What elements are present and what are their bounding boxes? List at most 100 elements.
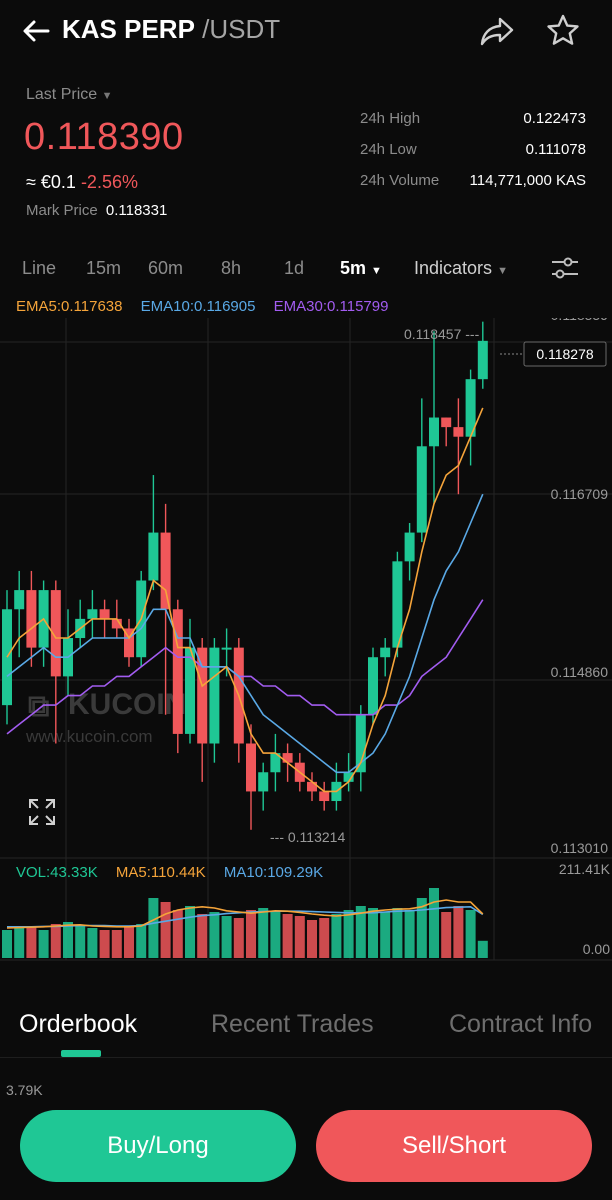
last-price-label: Last Price <box>26 86 98 103</box>
ema30-value: EMA30:0.115799 <box>273 298 389 315</box>
ema-legend: EMA5:0.117638 EMA10:0.116905 EMA30:0.115… <box>16 298 402 315</box>
last-price-value: 0.118390 <box>24 116 184 158</box>
back-arrow-icon[interactable] <box>20 14 54 48</box>
x-axis-label: 05-15 16:45 <box>313 967 388 968</box>
mark-price-line: Mark Price 0.118331 <box>26 202 167 219</box>
tab-8h[interactable]: 8h <box>221 258 242 278</box>
ema10-line <box>6 493 484 774</box>
volume-bar <box>221 916 232 958</box>
ema10-value: EMA10:0.116905 <box>140 298 256 315</box>
price-change: -2.56% <box>80 172 138 192</box>
indicators-label: Indicators <box>414 258 493 278</box>
candle-body <box>197 647 208 744</box>
fullscreen-icon[interactable] <box>26 796 58 828</box>
vol-ma5-value: MA5:110.44K <box>115 864 206 881</box>
candle-body <box>2 609 12 706</box>
y-axis-label: 0.113010 <box>551 840 609 856</box>
volume-bar <box>197 914 208 958</box>
chart-grid <box>0 318 612 961</box>
candle-body <box>282 753 293 763</box>
tab-60m[interactable]: 60m <box>148 258 184 278</box>
active-tab-indicator <box>61 1050 101 1057</box>
watermark-site: www.kucoin.com <box>25 727 153 746</box>
volume-bar <box>148 898 159 958</box>
ema5-line <box>6 407 484 793</box>
volume-bar <box>50 924 61 958</box>
volume-bar <box>246 910 256 958</box>
volume-bar <box>282 914 293 958</box>
chart-settings-icon[interactable] <box>550 254 580 282</box>
volume-bar <box>331 914 342 958</box>
volume-bar <box>258 908 269 958</box>
candle-body <box>465 379 476 437</box>
ema5-value: EMA5:0.117638 <box>16 298 123 315</box>
indicators-dropdown[interactable]: Indicators ▼ <box>414 258 508 279</box>
tab-orderbook[interactable]: Orderbook <box>19 1010 138 1038</box>
candle-body <box>221 647 232 650</box>
candle-body <box>50 590 61 677</box>
volume-bar <box>319 918 330 958</box>
candle-body <box>26 590 37 648</box>
volume-bar <box>14 928 25 958</box>
volume-bar <box>368 908 378 958</box>
vol-ma5-line <box>6 899 484 929</box>
volume-bar <box>185 906 195 958</box>
divider <box>0 1057 612 1058</box>
volume-bar <box>270 912 281 958</box>
watermark-brand: KUCOIN <box>68 688 186 721</box>
low-24h-label: 24h Low <box>360 141 417 158</box>
tab-15m[interactable]: 15m <box>86 258 122 278</box>
volume-bar <box>392 908 403 958</box>
tab-line[interactable]: Line <box>22 258 57 278</box>
candle-body <box>380 647 391 658</box>
candle-body <box>355 714 366 773</box>
tab-1d[interactable]: 1d <box>284 258 305 278</box>
tab-contract-info[interactable]: Contract Info <box>449 1010 593 1038</box>
high-marker: 0.118457 --- <box>404 326 480 342</box>
tab-5m[interactable]: 5m ▼ <box>340 258 382 279</box>
x-axis-label: 05-15 14:55 <box>29 967 104 968</box>
candle-body <box>124 628 134 658</box>
candle-body <box>14 590 25 610</box>
price-approx-line: ≈ €0.1 -2.56% <box>26 172 138 193</box>
tab-recent-trades[interactable]: Recent Trades <box>211 1010 374 1038</box>
candle-body <box>246 743 256 792</box>
symbol-label: KAS PERP <box>62 14 195 44</box>
volume-bar <box>477 940 488 958</box>
volume-bar <box>343 910 354 958</box>
fiat-approx: ≈ €0.1 <box>26 172 76 192</box>
vol-value: VOL:43.33K <box>16 864 98 881</box>
price-chart[interactable]: ⧉ KUCOIN www.kucoin.com 0.118559 0.116709… <box>0 318 612 968</box>
high-24h-value: 0.122473 <box>523 110 586 127</box>
candle-body <box>343 772 354 782</box>
volume-bar <box>26 926 37 958</box>
x-axis-label: 05-15 15:50 <box>171 967 246 968</box>
volume-bar <box>160 902 171 958</box>
ema30-line <box>6 599 484 735</box>
star-icon[interactable] <box>544 12 582 50</box>
volume-bar <box>404 910 415 958</box>
volume-bar <box>233 918 244 958</box>
tab-5m-label: 5m <box>340 258 367 278</box>
volume-bar <box>209 912 220 958</box>
buy-long-button[interactable]: Buy/Long <box>20 1110 296 1182</box>
watermark-logo-icon: ⧉ <box>28 690 49 723</box>
volume-axis-label: 211.41K <box>559 861 611 877</box>
quote-label: /USDT <box>194 14 281 44</box>
volume-bars <box>2 888 488 958</box>
candle-body <box>392 561 403 648</box>
last-price-selector[interactable]: Last Price ▼ <box>26 86 112 104</box>
y-axis-label: 0.116709 <box>551 486 609 502</box>
current-price-tag-box <box>523 341 607 367</box>
candle-body <box>477 340 488 380</box>
volume-bar <box>453 906 464 958</box>
mark-price-label: Mark Price <box>26 202 98 219</box>
sell-short-button[interactable]: Sell/Short <box>316 1110 592 1182</box>
market-title[interactable]: KAS PERP /USDT <box>62 14 280 45</box>
volume-bar <box>2 930 12 958</box>
share-icon[interactable] <box>478 12 516 50</box>
candle-body <box>99 609 110 619</box>
candle-body <box>368 657 378 715</box>
volume-axis-label: 0.00 <box>583 941 610 957</box>
candle-body <box>270 753 281 773</box>
